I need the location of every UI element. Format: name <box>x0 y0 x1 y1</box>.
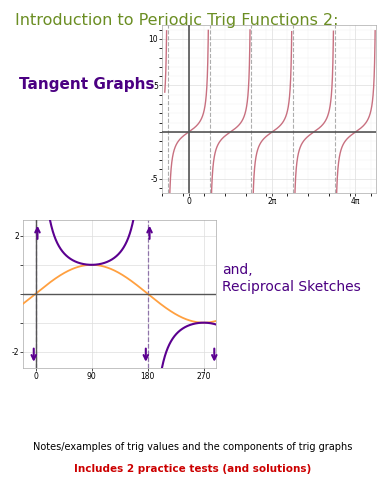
Text: Notes/examples of trig values and the components of trig graphs: Notes/examples of trig values and the co… <box>33 442 353 452</box>
Text: Reciprocal Sketches: Reciprocal Sketches <box>222 280 361 294</box>
Text: and,: and, <box>222 262 252 276</box>
Text: Introduction to Periodic Trig Functions 2:: Introduction to Periodic Trig Functions … <box>15 12 339 28</box>
Text: Tangent Graphs: Tangent Graphs <box>19 78 155 92</box>
Text: Includes 2 practice tests (and solutions): Includes 2 practice tests (and solutions… <box>74 464 312 474</box>
